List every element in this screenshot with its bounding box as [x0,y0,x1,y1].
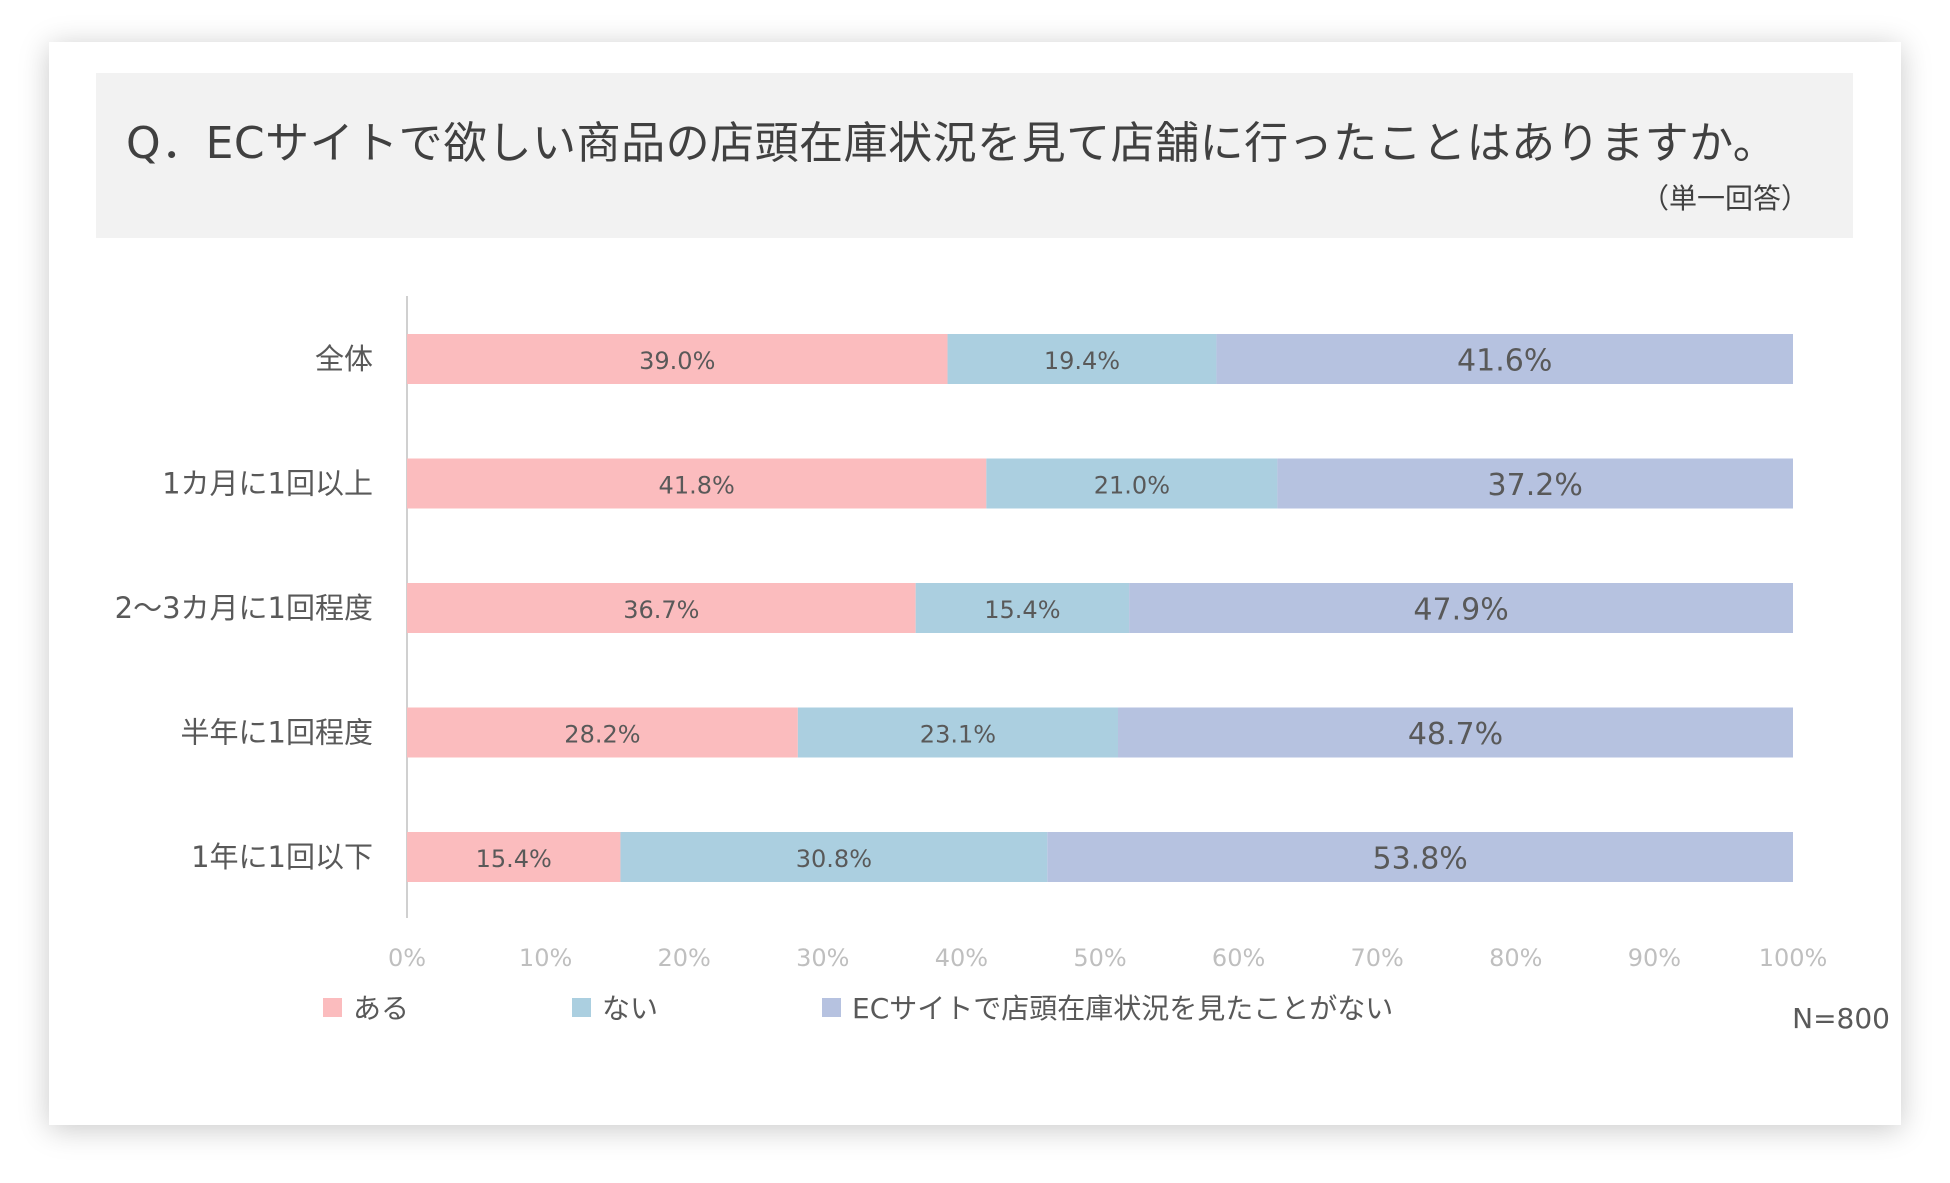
bar-segment-aru [407,832,621,882]
x-tick-label: 70% [1351,944,1404,972]
category-label: 2〜3カ月に1回程度 [115,591,373,625]
bar-segment-nai [620,832,1048,882]
bar-value-label-nai: 30.8% [796,845,872,873]
legend-label-nai: ない [602,992,659,1025]
x-tick-label: 80% [1489,944,1542,972]
x-tick-label: 40% [935,944,988,972]
bar-value-label-not-seen: 41.6% [1457,344,1552,379]
legend-item-not-seen: ECサイトで店頭在庫状況を見たことがない [822,987,1393,1027]
category-label: 1カ月に1回以上 [162,467,373,501]
bar-value-label-aru: 36.7% [623,596,699,624]
x-tick-label: 30% [796,944,849,972]
bar-segment-nai [797,707,1119,758]
bar-value-label-not-seen: 37.2% [1488,468,1583,503]
bar-segment-nai [947,334,1217,384]
legend-swatch-not-seen [822,997,841,1017]
bar-segment-nai [986,458,1278,509]
legend-item-nai: ない [572,987,658,1027]
x-tick-label: 10% [519,944,572,972]
bar-segment-aru [407,583,916,633]
bar-value-label-nai: 15.4% [984,596,1060,624]
legend-label-aru: ある [353,992,410,1025]
bar-value-label-not-seen: 53.8% [1373,842,1468,877]
bar-value-label-not-seen: 48.7% [1408,717,1503,752]
bar-segment-not-seen [1047,832,1793,882]
bar-segment-aru [407,334,948,384]
question-title: Q．ECサイトで欲しい商品の店頭在庫状況を見て店舗に行ったことはありますか。 [126,118,1778,169]
legend-swatch-nai [572,997,591,1017]
bar-value-label-aru: 39.0% [639,347,715,375]
x-tick-label: 100% [1759,944,1828,972]
legend-swatch-aru [323,997,342,1017]
bar-segment-not-seen [1129,583,1793,633]
legend-item-aru: ある [323,987,409,1027]
bar-segment-not-seen [1118,707,1793,758]
category-label: 全体 [315,342,373,376]
bar-value-label-aru: 41.8% [659,472,735,500]
x-tick-label: 90% [1628,944,1681,972]
bar-value-label-aru: 28.2% [564,721,640,749]
bar-value-label-aru: 15.4% [476,845,552,873]
legend-label-not-seen: ECサイトで店頭在庫状況を見たことがない [852,992,1394,1025]
bar-segment-aru [407,707,798,758]
category-label: 1年に1回以下 [191,840,373,874]
bar-segment-not-seen [1216,334,1793,384]
category-label: 半年に1回程度 [181,716,373,750]
question-header: Q．ECサイトで欲しい商品の店頭在庫状況を見て店舗に行ったことはありますか。 （… [96,73,1853,238]
x-tick-label: 20% [658,944,711,972]
bar-value-label-nai: 21.0% [1094,472,1170,500]
x-tick-label: 50% [1073,944,1126,972]
sample-size: N=800 [1792,1002,1890,1035]
x-tick-label: 0% [388,944,426,972]
answer-type-note: （単一回答） [1640,182,1809,215]
bar-segment-aru [407,458,987,509]
bar-segment-not-seen [1277,458,1793,509]
bar-value-label-nai: 19.4% [1044,347,1120,375]
bar-segment-nai [915,583,1130,633]
bar-value-label-nai: 23.1% [920,721,996,749]
x-tick-label: 60% [1212,944,1265,972]
bar-value-label-not-seen: 47.9% [1413,593,1508,628]
